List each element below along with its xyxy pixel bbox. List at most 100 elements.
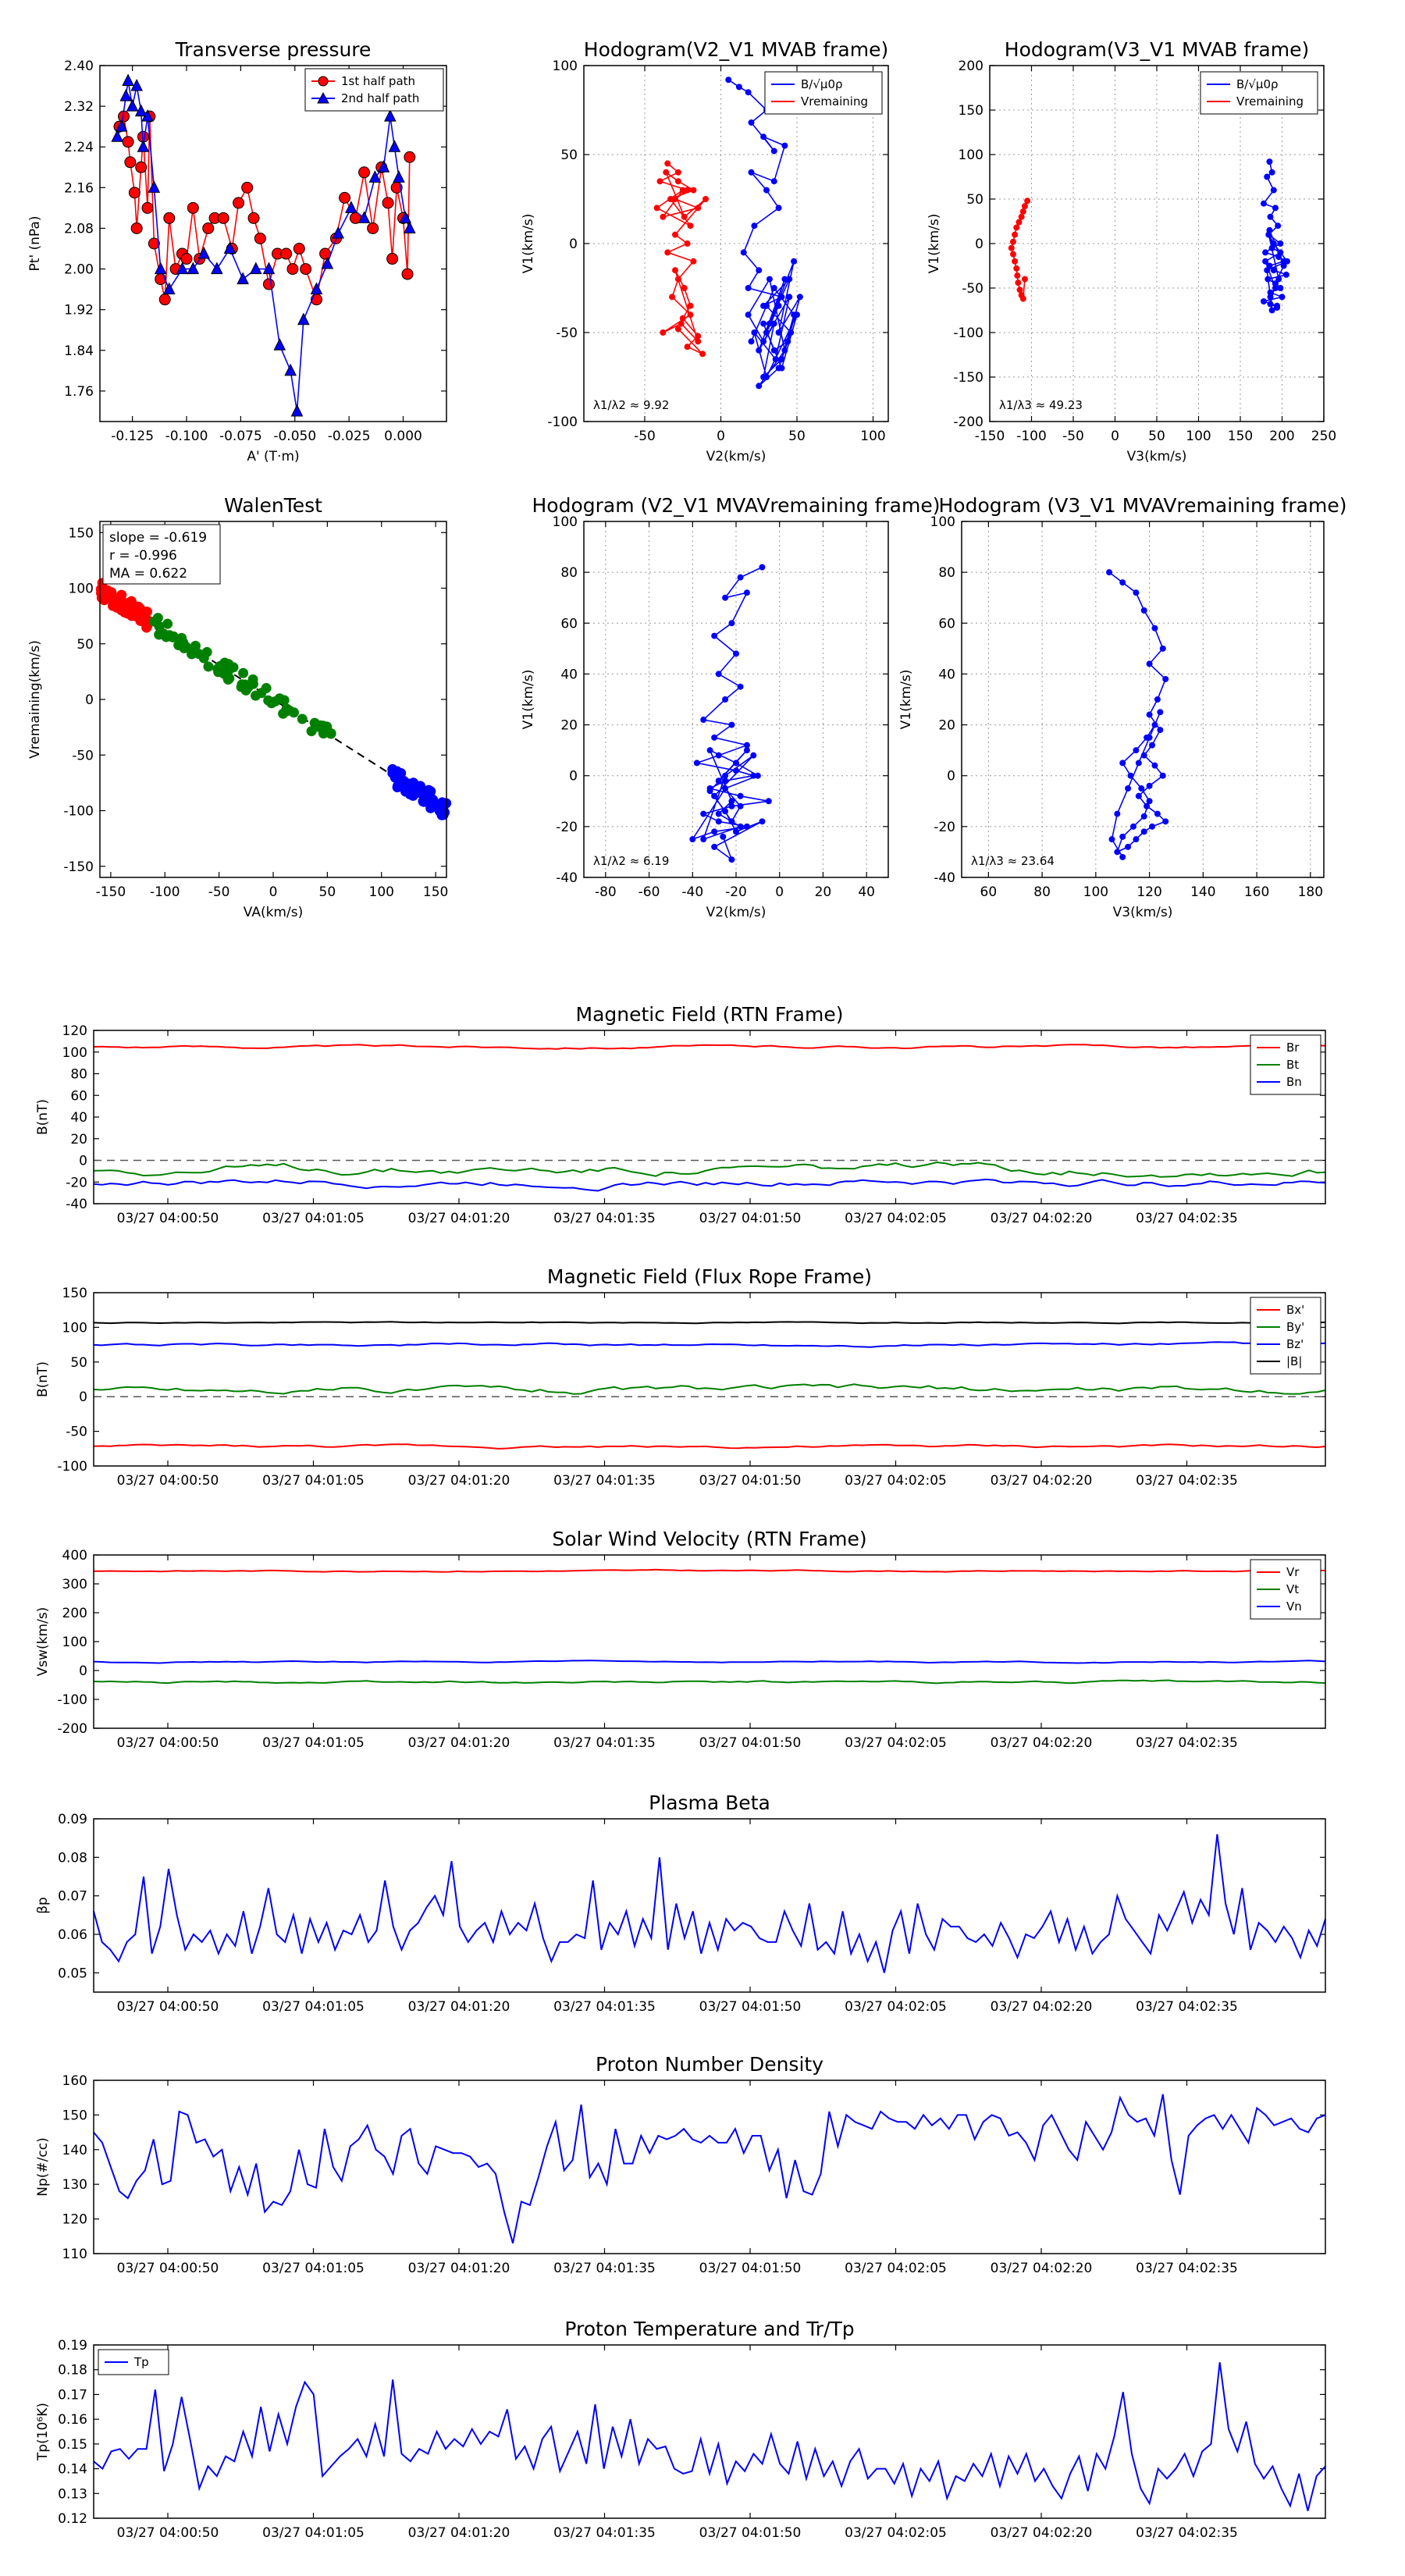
- data-point: [384, 109, 397, 122]
- data-point: [1264, 267, 1271, 274]
- data-point: [1154, 810, 1161, 817]
- x-tick-label: 0: [775, 884, 784, 900]
- data-point: [1019, 208, 1026, 215]
- data-point: [339, 191, 351, 204]
- y-tick-label: -200: [57, 1721, 87, 1737]
- y-tick-label: 60: [560, 616, 578, 632]
- y-tick-label: 20: [560, 718, 578, 734]
- data-point: [1262, 249, 1269, 256]
- data-point: [198, 653, 209, 664]
- y-tick-label: 150: [62, 2108, 87, 2123]
- data-point: [660, 213, 667, 220]
- x-tick-label: 03/27 04:01:35: [553, 1473, 656, 1489]
- x-tick-label: 03/27 04:01:35: [553, 1999, 656, 2015]
- data-point: [770, 285, 777, 291]
- data-point: [737, 683, 744, 690]
- data-point: [1260, 298, 1267, 305]
- data-point: [748, 169, 755, 176]
- data-point: [1140, 752, 1147, 759]
- legend-entry: |B|: [1286, 1354, 1302, 1368]
- series-line-Bn: [93, 1178, 1326, 1192]
- y-tick-label: -50: [556, 326, 578, 341]
- x-tick-label: 03/27 04:02:05: [845, 1735, 947, 1751]
- y-tick-label: 80: [938, 565, 955, 581]
- x-tick-label: 120: [1136, 884, 1161, 900]
- x-tick-label: 03/27 04:01:20: [408, 1999, 510, 2015]
- data-point: [367, 222, 379, 234]
- data-point: [1279, 294, 1286, 301]
- data-point: [702, 196, 709, 202]
- data-point: [733, 760, 739, 767]
- data-point: [1019, 295, 1026, 302]
- y-tick-label: 0.13: [58, 2486, 87, 2502]
- data-point: [674, 326, 681, 333]
- series-line-Bz: [93, 1341, 1326, 1348]
- data-point: [722, 785, 729, 792]
- x-tick-label: 03/27 04:01:20: [408, 1473, 510, 1489]
- data-point: [778, 294, 785, 301]
- x-tick-label: 60: [980, 884, 998, 900]
- data-point: [1270, 267, 1277, 274]
- data-point: [733, 767, 739, 774]
- data-point: [1119, 853, 1126, 860]
- data-point: [653, 205, 660, 212]
- data-point: [1157, 709, 1164, 716]
- data-point: [167, 632, 178, 642]
- data-point: [760, 133, 767, 141]
- data-point: [401, 268, 414, 280]
- data-point: [431, 799, 442, 809]
- y-tick-label: 40: [938, 667, 955, 682]
- data-point: [1268, 244, 1275, 251]
- data-point: [1151, 721, 1158, 728]
- data-point: [728, 802, 735, 809]
- data-point: [748, 338, 755, 345]
- eigenvalue-ratio-label: λ1/λ3 ≈ 49.23: [999, 398, 1083, 412]
- data-point: [162, 282, 176, 295]
- data-point: [163, 212, 176, 224]
- data-point: [178, 637, 189, 648]
- data-point: [667, 196, 674, 202]
- y-tick-label: 0: [947, 769, 955, 785]
- data-point: [1154, 696, 1161, 703]
- data-point: [743, 742, 750, 749]
- x-tick-label: 03/27 04:01:35: [553, 2261, 656, 2276]
- series-line-2nd-half-path: [116, 80, 411, 412]
- y-tick-label: -100: [57, 1692, 87, 1708]
- x-tick-label: -60: [638, 884, 660, 900]
- x-tick-label: 03/27 04:01:05: [262, 1999, 365, 2015]
- data-point: [784, 338, 791, 345]
- data-point: [728, 856, 735, 863]
- y-tick-label: -50: [66, 1425, 87, 1440]
- data-point: [122, 73, 134, 87]
- data-point: [664, 160, 671, 167]
- y-tick-label: -50: [72, 748, 94, 763]
- x-tick-label: 180: [1298, 884, 1323, 900]
- data-point: [1280, 262, 1287, 269]
- legend-entry: Bt: [1286, 1058, 1299, 1072]
- data-point: [1162, 675, 1169, 682]
- y-tick-label: 20: [70, 1132, 87, 1147]
- y-tick-label: -100: [953, 326, 984, 341]
- data-point: [1024, 197, 1031, 205]
- x-tick-label: 03/27 04:01:20: [408, 1735, 510, 1751]
- x-tick-label: 50: [319, 884, 336, 900]
- data-point: [687, 222, 694, 229]
- data-point: [775, 365, 782, 372]
- x-tick-label: 03/27 04:02:35: [1136, 1211, 1238, 1226]
- data-point: [728, 721, 735, 728]
- y-tick-label: 1.92: [64, 303, 94, 318]
- data-point: [781, 276, 788, 283]
- x-tick-label: 03/27 04:00:50: [117, 1211, 219, 1226]
- data-point: [135, 161, 148, 173]
- data-point: [743, 589, 750, 596]
- y-tick-label: 60: [938, 616, 955, 632]
- eigenvalue-ratio-label: λ1/λ3 ≈ 23.64: [971, 854, 1055, 868]
- series-line-Vn: [93, 1660, 1326, 1664]
- data-point: [689, 836, 696, 843]
- series-line-Bt: [93, 1161, 1326, 1178]
- y-tick-label: 40: [560, 667, 578, 682]
- data-point: [377, 160, 390, 173]
- plot-frame: [583, 65, 889, 422]
- data-point: [1008, 244, 1015, 251]
- y-tick-label: 0: [79, 1663, 87, 1679]
